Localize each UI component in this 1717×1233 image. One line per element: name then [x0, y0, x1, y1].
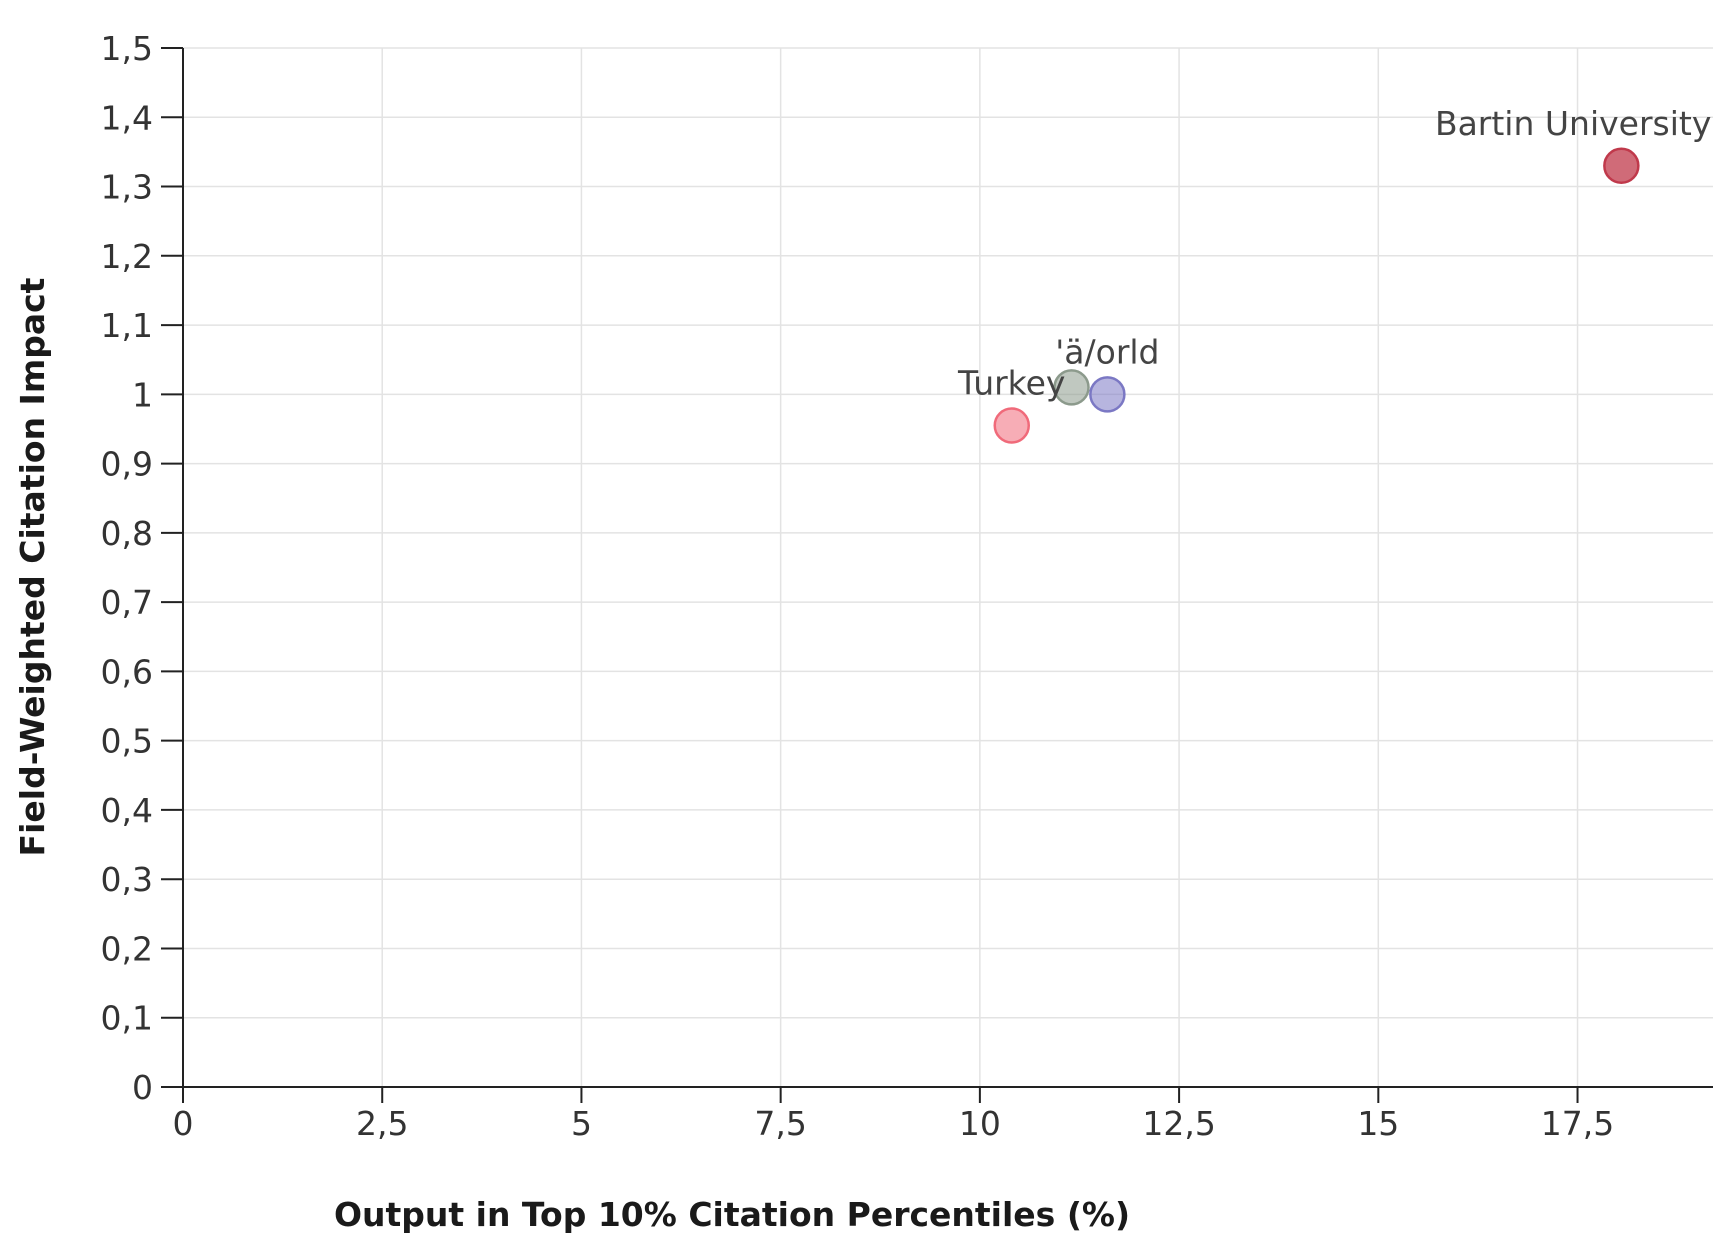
x-tick-label: 15 [1357, 1104, 1399, 1143]
y-tick-label: 0,3 [101, 860, 153, 899]
y-tick-label: 1,5 [101, 29, 153, 68]
y-tick-label: 0 [132, 1068, 153, 1107]
x-axis-ticks: 0 2,5 5 7,5 10 12,5 15 17,5 [173, 1087, 1614, 1143]
y-tick-label: 0,6 [101, 652, 153, 691]
grid [182, 47, 1713, 1088]
y-tick-label: 1,4 [101, 98, 153, 137]
y-tick-label: 0,4 [101, 791, 153, 830]
x-tick-label: 2,5 [356, 1104, 408, 1143]
y-tick-label: 0,2 [101, 929, 153, 968]
x-tick-label: 0 [173, 1104, 194, 1143]
x-tick-label: 12,5 [1142, 1104, 1215, 1143]
axes [182, 48, 1713, 1088]
data-point-label: Bartin University [1435, 104, 1711, 143]
data-point-label: 'ä/orld [1055, 332, 1159, 371]
y-tick-label: 1 [132, 375, 153, 414]
y-axis-ticks: 0 0,1 0,2 0,3 0,4 0,5 0,6 0,7 0,8 0,9 1 1,1 1,2 1,3 1,… [101, 29, 183, 1107]
y-tick-label: 1,3 [101, 168, 153, 207]
x-tick-label: 10 [959, 1104, 1001, 1143]
y-tick-label: 1,1 [101, 306, 153, 345]
data-point-label: Turkey [957, 364, 1065, 403]
y-tick-label: 0,1 [101, 999, 153, 1038]
data-point [993, 407, 1030, 444]
y-tick-label: 0,8 [101, 514, 153, 553]
y-tick-label: 0,9 [101, 445, 153, 484]
y-tick-label: 0,5 [101, 722, 153, 761]
x-tick-label: 5 [571, 1104, 592, 1143]
x-tick-label: 7,5 [754, 1104, 806, 1143]
y-tick-label: 0,7 [101, 583, 153, 622]
data-point [1603, 147, 1640, 185]
data-point [1053, 369, 1090, 406]
y-tick-label: 1,2 [101, 237, 153, 276]
data-point [1089, 376, 1126, 413]
x-tick-label: 17,5 [1541, 1104, 1614, 1143]
x-axis-title: Output in Top 10% Citation Percentiles (… [334, 1195, 1130, 1233]
y-axis-title: Field-Weighted Citation Impact [13, 277, 52, 856]
